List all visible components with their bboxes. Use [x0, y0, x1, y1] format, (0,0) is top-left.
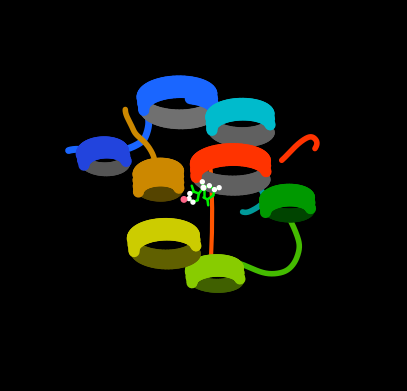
Circle shape — [212, 188, 217, 192]
Circle shape — [181, 197, 187, 202]
Circle shape — [201, 185, 206, 190]
Circle shape — [187, 197, 191, 201]
Circle shape — [208, 184, 211, 188]
Circle shape — [188, 192, 192, 196]
Circle shape — [191, 200, 195, 204]
Circle shape — [217, 186, 221, 190]
Circle shape — [200, 180, 204, 184]
